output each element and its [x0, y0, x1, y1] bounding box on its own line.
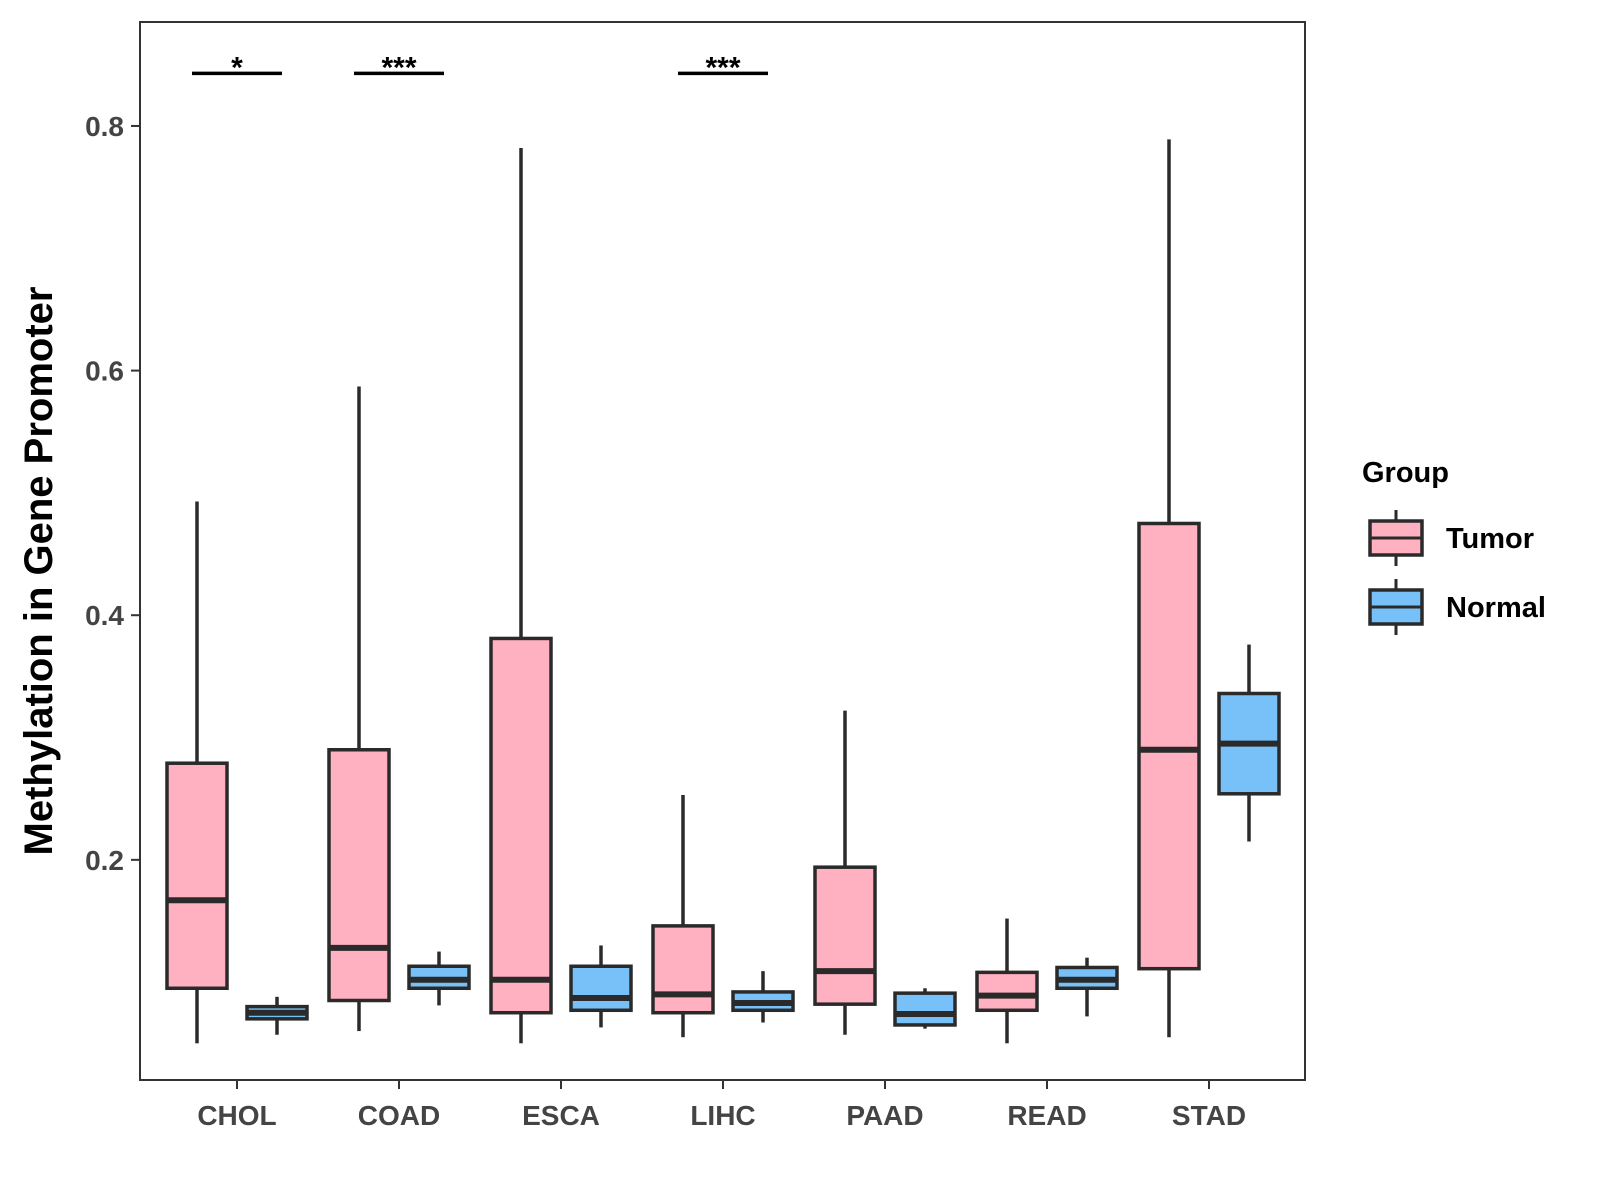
box-tumor-stad: [1137, 139, 1201, 1038]
box-iqr: [569, 964, 633, 1013]
y-tick-label: 0.2: [85, 845, 124, 876]
legend-title: Group: [1362, 457, 1449, 489]
box-tumor-chol: [165, 501, 229, 1044]
box-iqr: [1137, 521, 1201, 971]
plot-panel-border: [139, 21, 1306, 1081]
y-tick-label: 0.6: [85, 356, 124, 387]
box-tumor-lihc: [651, 795, 715, 1038]
box-tumor-read: [975, 918, 1039, 1044]
box-normal-read: [1055, 957, 1119, 1017]
legend-key-tumor: [1368, 510, 1424, 566]
legend-label-tumor: Tumor: [1446, 523, 1534, 555]
box-tumor-paad: [813, 710, 877, 1035]
legend: Group Tumor Normal: [1362, 457, 1546, 635]
box-normal-esca: [569, 945, 633, 1028]
box-iqr: [651, 924, 715, 1015]
box-iqr: [813, 865, 877, 1006]
significance-label: *: [231, 51, 243, 84]
box-tumor-coad: [327, 386, 391, 1032]
legend-label-normal: Normal: [1446, 592, 1546, 624]
axes: 0.2 0.4 0.6 0.8 CHOL COAD ESCA LIHC PAAD READ STAD…: [17, 21, 1306, 1131]
x-tick-label: CHOL: [197, 1100, 276, 1131]
x-tick-label: ESCA: [522, 1100, 600, 1131]
x-tick-label: LIHC: [690, 1100, 755, 1131]
plot-area: * *** ***: [165, 51, 1281, 1044]
x-tick-label: COAD: [358, 1100, 440, 1131]
box-iqr: [165, 761, 229, 991]
box-iqr: [893, 991, 957, 1027]
box-iqr: [975, 970, 1039, 1013]
box-tumor-esca: [489, 147, 553, 1044]
box-normal-chol: [245, 996, 309, 1035]
y-tick-label: 0.8: [85, 111, 124, 142]
box-normal-paad: [893, 988, 957, 1029]
x-tick-label: STAD: [1172, 1100, 1246, 1131]
significance-label: ***: [381, 51, 416, 84]
box-normal-lihc: [731, 971, 795, 1023]
box-normal-stad: [1217, 644, 1281, 842]
x-tick-label: PAAD: [846, 1100, 923, 1131]
legend-key-normal: [1368, 579, 1424, 635]
x-tick-label: READ: [1007, 1100, 1086, 1131]
box-iqr: [327, 748, 391, 1003]
y-axis-title: Methylation in Gene Promoter: [17, 287, 61, 856]
significance-label: ***: [705, 51, 740, 84]
box-iqr: [489, 636, 553, 1015]
box-normal-coad: [407, 951, 471, 1006]
y-tick-label: 0.4: [85, 600, 124, 631]
